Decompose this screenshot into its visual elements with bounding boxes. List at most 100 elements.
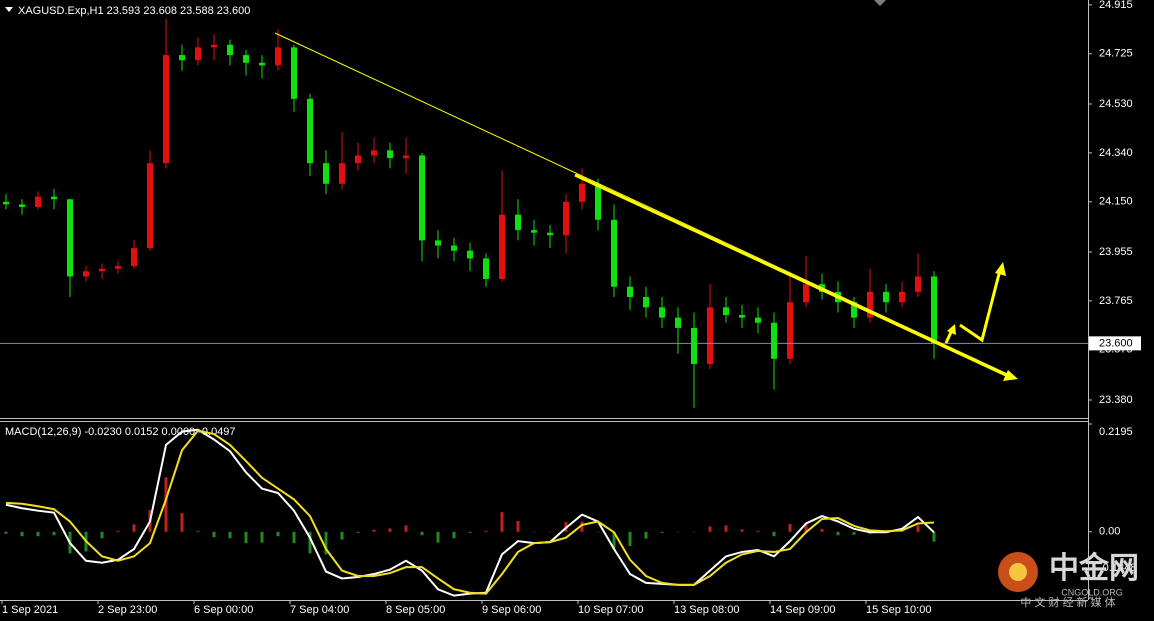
candle-body bbox=[387, 150, 393, 159]
candle-body bbox=[739, 315, 745, 318]
x-tick-label: 10 Sep 07:00 bbox=[578, 604, 643, 616]
menu-arrow[interactable] bbox=[5, 7, 13, 12]
histogram-bar bbox=[356, 531, 360, 533]
histogram-bar bbox=[260, 531, 264, 543]
candle-body bbox=[579, 183, 585, 202]
candle-body bbox=[179, 55, 185, 61]
x-tick-label: 8 Sep 05:00 bbox=[386, 604, 445, 616]
candle-body bbox=[227, 44, 233, 56]
candle-body bbox=[675, 317, 681, 328]
histogram-bar bbox=[916, 525, 920, 532]
histogram-bar bbox=[308, 531, 312, 554]
x-tick-label: 7 Sep 04:00 bbox=[290, 604, 349, 616]
histogram-bar bbox=[4, 531, 8, 534]
histogram-bar bbox=[660, 531, 664, 533]
candle-body bbox=[99, 268, 105, 272]
chart-header: XAGUSD.Exp,H1 23.593 23.608 23.588 23.60… bbox=[18, 5, 250, 17]
histogram-bar bbox=[468, 531, 472, 533]
trend-arrow bbox=[574, 173, 1009, 378]
candle-body bbox=[163, 55, 169, 164]
candle-body bbox=[195, 47, 201, 61]
x-tick-label: 13 Sep 08:00 bbox=[674, 604, 739, 616]
y-tick-label: 24.725 bbox=[1099, 48, 1133, 60]
histogram-bar bbox=[772, 531, 776, 537]
arrow-head bbox=[947, 324, 956, 335]
histogram-bar bbox=[708, 526, 712, 532]
candle-body bbox=[595, 183, 601, 220]
watermark-tagline: 中 文 财 经 新 媒 体 bbox=[1020, 595, 1115, 609]
histogram-bar bbox=[52, 531, 56, 536]
candle-body bbox=[899, 291, 905, 303]
histogram-bar bbox=[852, 531, 856, 535]
histogram-bar bbox=[548, 531, 552, 533]
candle-body bbox=[131, 248, 137, 267]
candle-body bbox=[467, 250, 473, 259]
macd-line bbox=[5, 429, 935, 595]
x-tick-label: 15 Sep 10:00 bbox=[866, 604, 931, 616]
histogram-bar bbox=[244, 531, 248, 544]
candle-body bbox=[787, 302, 793, 359]
histogram-bar bbox=[436, 531, 440, 543]
candle-body bbox=[323, 163, 329, 184]
histogram-bar bbox=[932, 531, 936, 542]
candle-body bbox=[243, 55, 249, 63]
histogram-bar bbox=[532, 531, 536, 533]
candle-body bbox=[771, 322, 777, 359]
y-tick-label: 24.340 bbox=[1099, 147, 1133, 159]
candle-body bbox=[307, 98, 313, 164]
rebound-arrow bbox=[959, 269, 1002, 343]
histogram-bar bbox=[452, 531, 456, 539]
x-tick-label: 1 Sep 2021 bbox=[2, 604, 58, 616]
histogram-bar bbox=[132, 524, 136, 532]
candle-body bbox=[867, 291, 873, 318]
candle-body bbox=[547, 232, 553, 236]
histogram-bar bbox=[756, 530, 760, 532]
histogram-bar bbox=[740, 529, 744, 532]
x-tick-label: 6 Sep 00:00 bbox=[194, 604, 253, 616]
histogram-bar bbox=[804, 522, 808, 532]
y-tick-label: 24.150 bbox=[1099, 196, 1133, 208]
histogram-bar bbox=[36, 531, 40, 537]
candle-body bbox=[83, 271, 89, 277]
histogram-bar bbox=[340, 531, 344, 540]
x-tick-label: 2 Sep 23:00 bbox=[98, 604, 157, 616]
histogram-bar bbox=[324, 531, 328, 555]
histogram-bar bbox=[276, 531, 280, 537]
histogram-bar bbox=[500, 512, 504, 532]
histogram-bar bbox=[404, 525, 408, 532]
x-tick-label: 14 Sep 09:00 bbox=[770, 604, 835, 616]
histogram-bar bbox=[820, 528, 824, 532]
candle-body bbox=[35, 196, 41, 207]
candle-body bbox=[691, 327, 697, 364]
histogram-bar bbox=[372, 529, 376, 532]
watermark-site: CNGOLD.ORG bbox=[1061, 587, 1123, 597]
logo-inner bbox=[1009, 563, 1027, 581]
x-tick-label: 9 Sep 06:00 bbox=[482, 604, 541, 616]
histogram-bar bbox=[676, 531, 680, 533]
candle-body bbox=[515, 214, 521, 231]
shift-marker bbox=[874, 0, 886, 6]
current-price-box bbox=[1089, 336, 1141, 351]
candle-body bbox=[851, 302, 857, 318]
candle-body bbox=[803, 284, 809, 303]
current-price-label: 23.600 bbox=[1099, 337, 1133, 349]
candle-body bbox=[531, 230, 537, 233]
histogram-bar bbox=[788, 523, 792, 532]
histogram-bar bbox=[228, 531, 232, 539]
trend-drawings bbox=[274, 32, 1018, 381]
candle-body bbox=[755, 317, 761, 323]
candle-body bbox=[723, 307, 729, 316]
y-tick-label: -0.1348 bbox=[1099, 562, 1136, 574]
candle-body bbox=[883, 291, 889, 303]
candle-body bbox=[611, 219, 617, 287]
candle-body bbox=[643, 297, 649, 308]
candle-body bbox=[275, 47, 281, 66]
histogram-bar bbox=[596, 531, 600, 533]
candle-body bbox=[147, 163, 153, 249]
arrow-head bbox=[995, 262, 1006, 276]
histogram-bar bbox=[292, 531, 296, 544]
frame bbox=[0, 0, 1089, 601]
histogram-bar bbox=[692, 531, 696, 533]
watermark-brand: 中金网 bbox=[1049, 551, 1139, 585]
